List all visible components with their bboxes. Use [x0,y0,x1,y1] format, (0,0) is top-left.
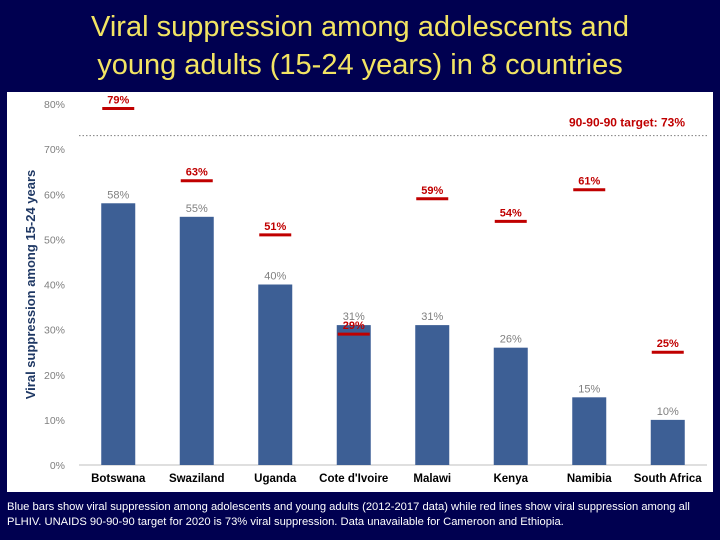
bar [572,397,607,465]
bar [101,203,136,465]
red-line-label: 63% [186,167,208,179]
y-axis-title: Viral suppression among 15-24 years [23,170,38,400]
category-label: Malawi [413,473,451,485]
category-label: Cote d'Ivoire [319,473,388,485]
red-line-label: 61% [578,176,600,188]
bar [415,325,450,465]
bar-value-label: 26% [500,334,522,346]
y-tick-label: 40% [44,280,65,292]
bar-value-label: 58% [107,189,129,201]
y-tick-label: 20% [44,370,65,382]
y-tick-label: 10% [44,415,65,427]
bar-value-label: 10% [657,406,679,418]
red-line-label: 25% [657,338,679,350]
category-label: Uganda [254,473,297,485]
chart-panel: 0% 10% 20% 30% 40% 50% 60% 70% 80% Viral suppress… [7,92,713,492]
bar [650,419,685,465]
red-line-label: 54% [500,207,522,219]
bar-value-label: 40% [264,271,286,283]
category-label: South Africa [634,473,703,485]
title-line-1: Viral suppression among adolescents and [91,11,629,43]
category-label: Kenya [493,473,528,485]
bar-chart: 0% 10% 20% 30% 40% 50% 60% 70% 80% Viral suppress… [23,95,707,485]
bar-value-label: 31% [421,311,443,323]
bar-value-label: 15% [578,383,600,395]
bar-value-label: 31% [343,311,365,323]
bar-value-label: 55% [186,203,208,215]
target-label: 90-90-90 target: 73% [569,116,685,130]
red-line-label: 29% [343,320,365,332]
slide-title: Viral suppression among adolescents and … [0,8,720,84]
bar [179,216,214,465]
bar [493,347,528,465]
y-tick-label: 80% [44,99,65,111]
bar [258,284,293,465]
red-line-label: 59% [421,185,443,197]
category-label: Botswana [91,473,146,485]
y-tick-label: 0% [50,460,65,472]
y-tick-label: 50% [44,234,65,246]
y-tick-label: 60% [44,189,65,201]
red-line-label: 51% [264,221,286,233]
y-tick-label: 70% [44,144,65,156]
category-label: Namibia [567,473,612,485]
title-line-2: young adults (15-24 years) in 8 countrie… [97,49,623,81]
bar [336,325,371,465]
red-line-label: 79% [107,95,129,107]
y-tick-label: 30% [44,325,65,337]
footnote: Blue bars show viral suppression among a… [7,501,690,528]
category-label: Swaziland [169,473,225,485]
